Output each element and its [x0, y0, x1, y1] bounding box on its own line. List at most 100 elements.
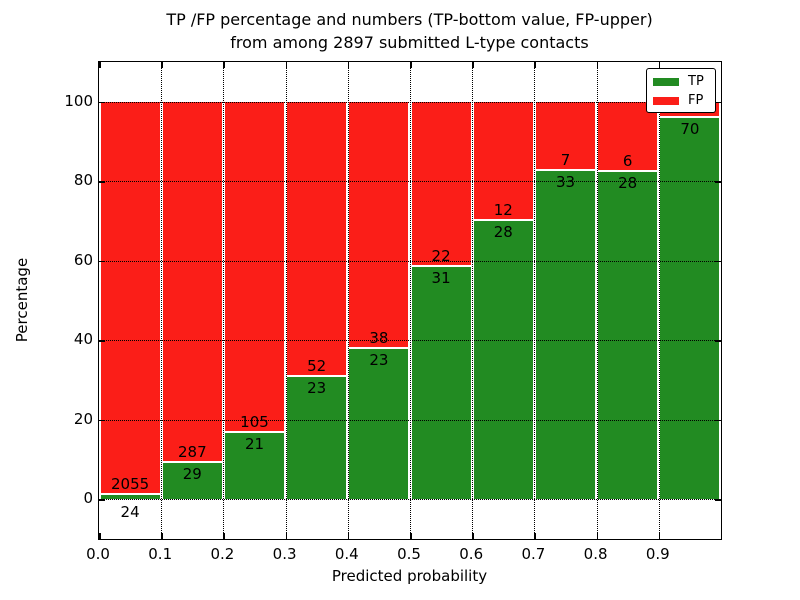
y-tick-mark-right — [715, 340, 721, 342]
fp-count-label: 2055 — [111, 474, 150, 493]
y-tick-mark-right — [715, 181, 721, 183]
fp-count-label: 105 — [240, 412, 269, 431]
fp-count-label: 22 — [431, 246, 451, 265]
gridline-vertical — [534, 62, 536, 539]
gridline-horizontal — [99, 101, 721, 103]
bar-segment-fp — [287, 101, 347, 378]
x-tick-label: 0.4 — [334, 545, 359, 563]
x-tick-mark-top — [223, 62, 225, 68]
y-tick-label: 0 — [83, 489, 93, 508]
fp-count-label: 287 — [177, 442, 207, 461]
x-tick-mark — [596, 533, 599, 539]
tp-count-label: 24 — [120, 503, 140, 522]
tp-swatch-icon — [653, 77, 679, 86]
y-tick-mark-right — [715, 419, 721, 422]
x-tick-mark-top — [596, 62, 599, 68]
bar-segment-fp — [598, 101, 658, 172]
gridline-vertical — [223, 62, 225, 539]
y-tick-mark-right — [715, 260, 721, 263]
bar-segment-fp — [473, 101, 533, 221]
tp-count-label: 23 — [307, 379, 327, 398]
bar-segment-tp — [287, 377, 347, 500]
y-tick-label: 60 — [73, 250, 93, 269]
chart-title: TP /FP percentage and numbers (TP-bottom… — [98, 8, 721, 54]
x-tick-mark-top — [161, 62, 163, 68]
x-tick-mark-top — [472, 62, 474, 68]
y-tick-mark — [99, 260, 105, 263]
x-tick-mark — [658, 533, 661, 539]
x-tick-label: 0.6 — [459, 545, 484, 563]
x-tick-label: 0.3 — [272, 545, 297, 563]
x-tick-mark — [347, 533, 350, 539]
bar-segment-fp — [411, 101, 471, 267]
bar-segment-fp — [349, 101, 409, 350]
gridline-horizontal — [99, 499, 721, 501]
x-tick-mark — [161, 533, 163, 539]
bar-segment-tp — [598, 171, 658, 500]
tp-count-label: 23 — [369, 351, 389, 370]
y-tick-mark-right — [715, 101, 721, 104]
x-tick-mark-top — [534, 62, 536, 68]
legend-item-fp: FP — [653, 93, 708, 108]
x-tick-mark — [99, 533, 101, 539]
legend: TP FP — [646, 68, 716, 113]
bar-segment-tp — [224, 432, 285, 500]
y-tick-mark — [99, 181, 105, 183]
x-tick-mark-top — [658, 62, 661, 68]
gridline-horizontal — [99, 419, 721, 421]
plot-area: 2055 24 287 29 105 21 52 23 38 23 22 31 12 28 7 33 6 28 70 — [98, 61, 722, 540]
fp-swatch-icon — [653, 96, 679, 105]
y-tick-mark — [99, 340, 105, 342]
gridline-horizontal — [99, 340, 721, 342]
x-tick-mark-top — [99, 62, 101, 68]
gridline-vertical — [658, 62, 660, 539]
x-tick-mark — [410, 533, 412, 539]
x-tick-mark-top — [347, 62, 350, 68]
y-tick-label: 20 — [73, 409, 93, 428]
gridline-horizontal — [99, 181, 721, 183]
x-tick-mark-top — [285, 62, 288, 68]
x-tick-label: 0.7 — [521, 545, 546, 563]
y-axis-label: Percentage — [13, 257, 31, 343]
fp-count-label: 12 — [493, 201, 513, 219]
x-tick-label: 0.0 — [86, 545, 110, 563]
x-tick-mark — [223, 533, 225, 539]
gridline-vertical — [161, 62, 163, 539]
bar-segment-tp — [411, 266, 471, 500]
y-tick-mark — [99, 101, 105, 104]
tp-count-label: 31 — [431, 268, 451, 287]
tp-count-label: 70 — [680, 120, 700, 139]
x-tick-label: 0.5 — [397, 545, 421, 563]
bar-segment-fp — [535, 101, 596, 172]
bar-segment-tp — [100, 494, 160, 500]
bar-segment-tp — [535, 171, 596, 500]
bar-segment-fp — [100, 101, 160, 495]
legend-item-tp: TP — [653, 74, 708, 89]
x-axis-label: Predicted probability — [331, 567, 488, 585]
x-tick-label: 0.9 — [645, 545, 670, 563]
tp-count-label: 28 — [618, 173, 638, 192]
x-tick-label: 0.1 — [148, 545, 173, 563]
bar-segment-fp — [224, 101, 285, 433]
gridline-vertical — [347, 62, 349, 539]
x-tick-mark-top — [410, 62, 412, 68]
chart-title-line1: TP /FP percentage and numbers (TP-bottom… — [166, 10, 653, 29]
bar-segment-tp — [349, 349, 409, 500]
gridline-vertical — [596, 62, 598, 539]
gridline-vertical — [410, 62, 411, 539]
y-tick-mark — [99, 419, 105, 422]
fp-count-label: 7 — [560, 151, 571, 170]
y-tick-label: 80 — [73, 171, 93, 190]
gridline-horizontal — [99, 260, 721, 262]
bar-segment-tp — [162, 462, 222, 500]
chart-title-line2: from among 2897 submitted L-type contact… — [230, 33, 589, 52]
fp-count-label: 6 — [622, 151, 633, 170]
x-tick-label: 0.8 — [583, 545, 608, 563]
y-tick-label: 100 — [64, 91, 93, 110]
x-tick-mark — [472, 533, 474, 539]
tp-count-label: 21 — [244, 434, 265, 453]
y-tick-label: 40 — [73, 330, 93, 349]
fp-count-label: 52 — [307, 357, 327, 376]
bar-segment-tp — [473, 221, 533, 500]
